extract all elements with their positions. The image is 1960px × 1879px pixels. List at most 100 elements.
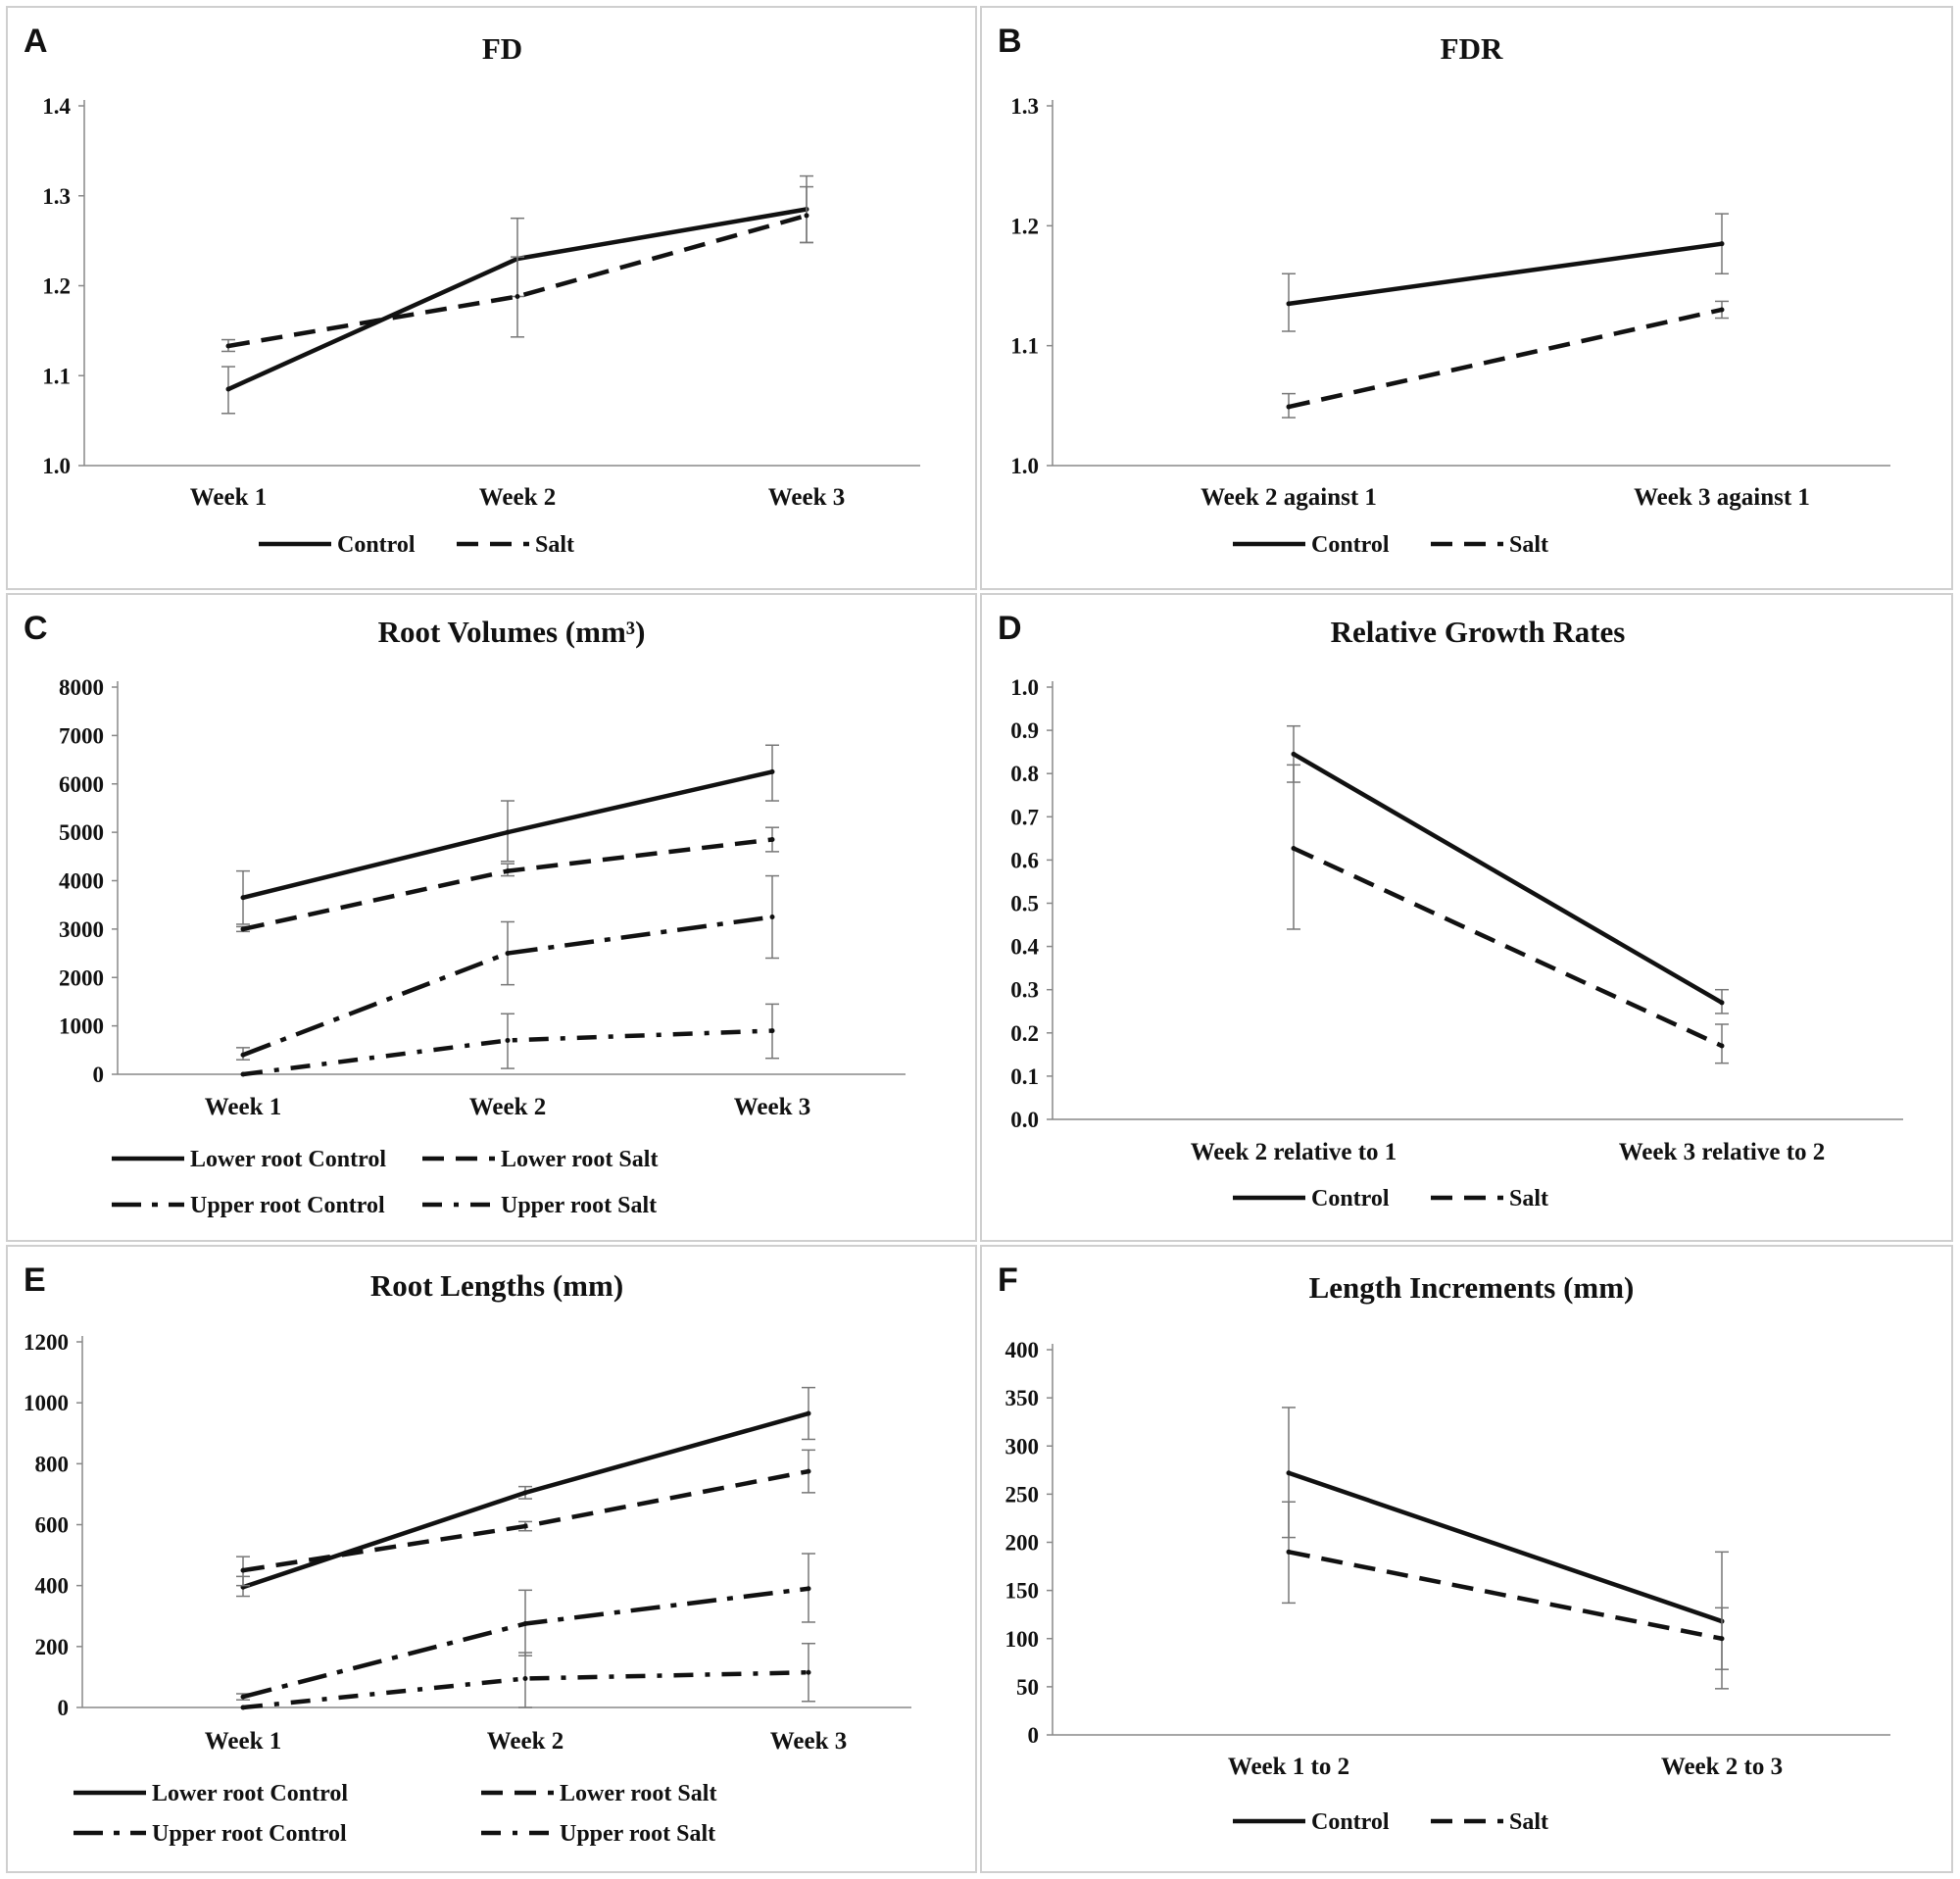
- y-tick-label: 1.0: [42, 454, 71, 478]
- chart-panel-d: D Relative Growth Rates 0.0 0.1 0.2 0.3 0.4 0.5…: [980, 593, 1953, 1242]
- legend-item: Salt: [1431, 1186, 1548, 1211]
- data-point: [806, 1468, 811, 1474]
- y-tick-label: 0.7: [1010, 805, 1039, 829]
- data-point: [240, 1052, 246, 1058]
- chart-panel-e: E Root Lengths (mm) 0 200 400 600 800 1000 1200 W…: [6, 1245, 977, 1873]
- data-point: [1291, 845, 1297, 851]
- x-tick-label: Week 1: [205, 1728, 281, 1755]
- legend-label: Upper root Control: [190, 1193, 385, 1218]
- data-point: [769, 837, 775, 843]
- data-point: [240, 1071, 246, 1077]
- legend-item: Control: [259, 532, 416, 558]
- y-tick-label: 200: [35, 1635, 70, 1659]
- y-tick-label: 1.1: [1010, 334, 1039, 359]
- data-point: [806, 1669, 811, 1675]
- legend-item: Salt: [1431, 1809, 1548, 1835]
- panel-letter: D: [998, 610, 1022, 647]
- legend-label: Upper root Control: [152, 1821, 347, 1847]
- legend-label: Lower root Salt: [560, 1781, 716, 1806]
- legend-item: Lower root Salt: [422, 1147, 658, 1172]
- y-tick-label: 1000: [24, 1391, 69, 1415]
- legend-label: Control: [1311, 1809, 1390, 1835]
- legend-item: Upper root Salt: [481, 1821, 715, 1847]
- y-tick-label: 1200: [24, 1330, 69, 1355]
- y-tick-label: 400: [35, 1574, 70, 1599]
- x-tick-label: Week 3: [768, 484, 845, 511]
- legend-item: Lower root Control: [112, 1147, 386, 1172]
- y-tick-label: 0.8: [1010, 762, 1039, 786]
- data-point: [769, 1028, 775, 1034]
- y-tick-label: 0: [58, 1696, 70, 1720]
- y-tick-label: 1000: [59, 1014, 104, 1039]
- legend-label: Control: [1311, 532, 1390, 558]
- panel-letter: A: [24, 23, 48, 60]
- x-tick-label: Week 2: [479, 484, 556, 511]
- y-tick-label: 0.3: [1010, 978, 1039, 1003]
- x-tick-label: Week 1: [205, 1094, 281, 1120]
- data-point: [514, 294, 520, 300]
- chart-title: FD: [482, 31, 522, 66]
- legend-label: Upper root Salt: [560, 1821, 715, 1847]
- legend-item: Control: [1233, 1186, 1390, 1211]
- y-tick-label: 3000: [59, 917, 104, 942]
- x-tick-label: Week 2 to 3: [1661, 1754, 1783, 1780]
- y-tick-label: 2000: [59, 965, 104, 990]
- legend-item: Upper root Control: [112, 1193, 385, 1218]
- x-tick-label: Week 2: [469, 1094, 546, 1120]
- y-tick-label: 1.2: [42, 274, 71, 299]
- y-tick-label: 4000: [59, 869, 104, 894]
- data-point: [505, 951, 511, 957]
- data-point: [769, 915, 775, 920]
- legend-label: Salt: [1509, 532, 1548, 558]
- series-line: [1288, 241, 1723, 307]
- y-tick-label: 1.1: [42, 364, 71, 388]
- legend-label: Upper root Salt: [501, 1193, 657, 1218]
- legend-label: Lower root Salt: [501, 1147, 658, 1172]
- y-tick-label: 0: [93, 1063, 105, 1087]
- y-tick-label: 1.0: [1010, 454, 1039, 478]
- panel-letter: E: [24, 1261, 46, 1299]
- y-tick-label: 1.3: [42, 184, 71, 209]
- y-tick-label: 1.2: [1010, 214, 1039, 238]
- panel-letter: F: [998, 1261, 1018, 1299]
- data-point: [1291, 751, 1297, 757]
- x-tick-label: Week 3 against 1: [1634, 484, 1810, 511]
- legend-label: Salt: [535, 532, 574, 558]
- data-point: [225, 386, 231, 392]
- data-point: [1719, 241, 1725, 247]
- x-tick-label: Week 1 to 2: [1228, 1754, 1349, 1780]
- series-line: [242, 1410, 809, 1590]
- legend-item: Upper root Salt: [422, 1193, 657, 1218]
- y-tick-label: 1.3: [1010, 94, 1039, 119]
- y-tick-label: 0: [1028, 1723, 1040, 1748]
- data-point: [806, 1410, 811, 1416]
- x-tick-label: Week 3: [734, 1094, 810, 1120]
- series-line: [1293, 846, 1723, 1049]
- data-point: [522, 1621, 528, 1627]
- series-line: [1288, 1550, 1723, 1641]
- legend-label: Salt: [1509, 1186, 1548, 1211]
- y-tick-label: 50: [1016, 1675, 1039, 1700]
- y-tick-label: 100: [1005, 1627, 1040, 1652]
- x-tick-label: Week 1: [190, 484, 267, 511]
- chart-panel-b: B FDR 1.0 1.1 1.2 1.3 Week 2 against 1 Week 3 a…: [980, 6, 1953, 590]
- legend-label: Control: [337, 532, 416, 558]
- data-point: [225, 343, 231, 349]
- legend-label: Lower root Control: [190, 1147, 386, 1172]
- data-point: [1719, 1000, 1725, 1006]
- y-tick-label: 200: [1005, 1531, 1040, 1556]
- legend-label: Salt: [1509, 1809, 1548, 1835]
- data-point: [240, 1705, 246, 1710]
- data-point: [522, 1523, 528, 1529]
- y-tick-label: 8000: [59, 675, 104, 700]
- legend-item: Salt: [457, 532, 574, 558]
- data-point: [769, 768, 775, 774]
- data-point: [1286, 301, 1292, 307]
- panel-letter: C: [24, 610, 48, 647]
- y-tick-label: 400: [1005, 1338, 1040, 1362]
- y-tick-label: 150: [1005, 1579, 1040, 1604]
- chart-panel-a: A FD 1.0 1.1 1.2 1.3 1.4 Week 1 Week 2 Week 3 Cont…: [6, 6, 977, 590]
- data-point: [505, 829, 511, 835]
- data-point: [522, 1675, 528, 1681]
- data-point: [240, 1567, 246, 1573]
